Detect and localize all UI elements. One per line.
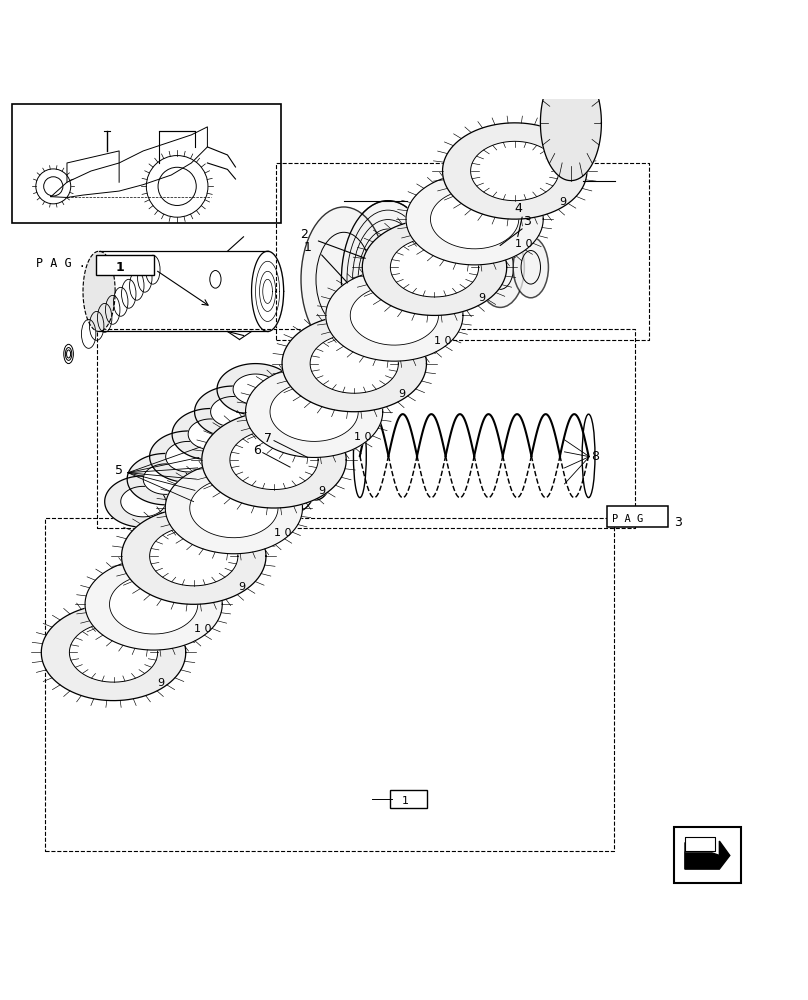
Polygon shape	[270, 382, 358, 441]
Polygon shape	[282, 315, 427, 412]
Text: 9: 9	[158, 678, 165, 688]
Text: P A G .: P A G .	[36, 257, 86, 270]
Polygon shape	[362, 219, 507, 315]
Ellipse shape	[299, 442, 333, 500]
Polygon shape	[470, 141, 559, 201]
Polygon shape	[267, 251, 284, 331]
Text: 1: 1	[304, 241, 312, 254]
Text: 9: 9	[238, 582, 245, 592]
Polygon shape	[431, 189, 519, 249]
Polygon shape	[443, 123, 587, 219]
FancyBboxPatch shape	[390, 790, 427, 808]
Polygon shape	[83, 251, 115, 331]
Text: 1 0: 1 0	[194, 624, 211, 634]
Polygon shape	[685, 837, 715, 851]
Ellipse shape	[513, 237, 549, 298]
Text: 1 0: 1 0	[354, 432, 372, 442]
Polygon shape	[121, 508, 266, 604]
Text: 4: 4	[515, 202, 523, 215]
Polygon shape	[149, 526, 238, 586]
Polygon shape	[143, 464, 188, 494]
Polygon shape	[166, 462, 302, 554]
Ellipse shape	[273, 435, 318, 512]
Polygon shape	[41, 604, 186, 701]
Polygon shape	[202, 412, 346, 508]
Polygon shape	[190, 478, 278, 538]
Polygon shape	[211, 396, 255, 427]
Polygon shape	[69, 623, 158, 682]
Polygon shape	[326, 270, 463, 361]
Polygon shape	[233, 374, 278, 405]
Text: P A G: P A G	[612, 514, 643, 524]
Ellipse shape	[301, 207, 387, 352]
Text: 9: 9	[559, 197, 566, 207]
Ellipse shape	[342, 201, 435, 358]
Text: 1: 1	[402, 796, 409, 806]
Text: 1 0: 1 0	[515, 239, 532, 249]
FancyBboxPatch shape	[96, 255, 154, 275]
Text: 7: 7	[264, 432, 272, 445]
Text: 2: 2	[300, 228, 308, 241]
Polygon shape	[149, 431, 227, 482]
Text: 9: 9	[478, 293, 486, 303]
Polygon shape	[120, 486, 166, 517]
Polygon shape	[217, 364, 294, 415]
Polygon shape	[195, 386, 271, 437]
Polygon shape	[350, 286, 439, 345]
FancyBboxPatch shape	[674, 827, 741, 883]
Polygon shape	[406, 173, 543, 265]
Text: 1 0: 1 0	[435, 336, 452, 346]
Text: 9: 9	[318, 486, 326, 496]
Text: 9: 9	[398, 389, 406, 399]
FancyBboxPatch shape	[607, 506, 668, 527]
Text: 1: 1	[115, 261, 124, 274]
Text: 6: 6	[253, 444, 261, 457]
Text: 3: 3	[675, 516, 682, 529]
Polygon shape	[85, 559, 222, 650]
Polygon shape	[188, 419, 233, 449]
Polygon shape	[110, 575, 198, 634]
Polygon shape	[390, 238, 478, 297]
Polygon shape	[541, 65, 601, 181]
Polygon shape	[229, 430, 318, 490]
Polygon shape	[685, 841, 730, 869]
Polygon shape	[310, 334, 398, 393]
Text: 5: 5	[115, 464, 123, 477]
Text: 1 0: 1 0	[274, 528, 292, 538]
Ellipse shape	[476, 227, 524, 307]
Polygon shape	[166, 441, 211, 472]
Polygon shape	[105, 476, 182, 527]
Text: 3: 3	[523, 215, 531, 228]
Polygon shape	[127, 453, 204, 505]
Polygon shape	[246, 366, 383, 457]
Polygon shape	[172, 409, 249, 460]
Text: 8: 8	[591, 450, 599, 463]
